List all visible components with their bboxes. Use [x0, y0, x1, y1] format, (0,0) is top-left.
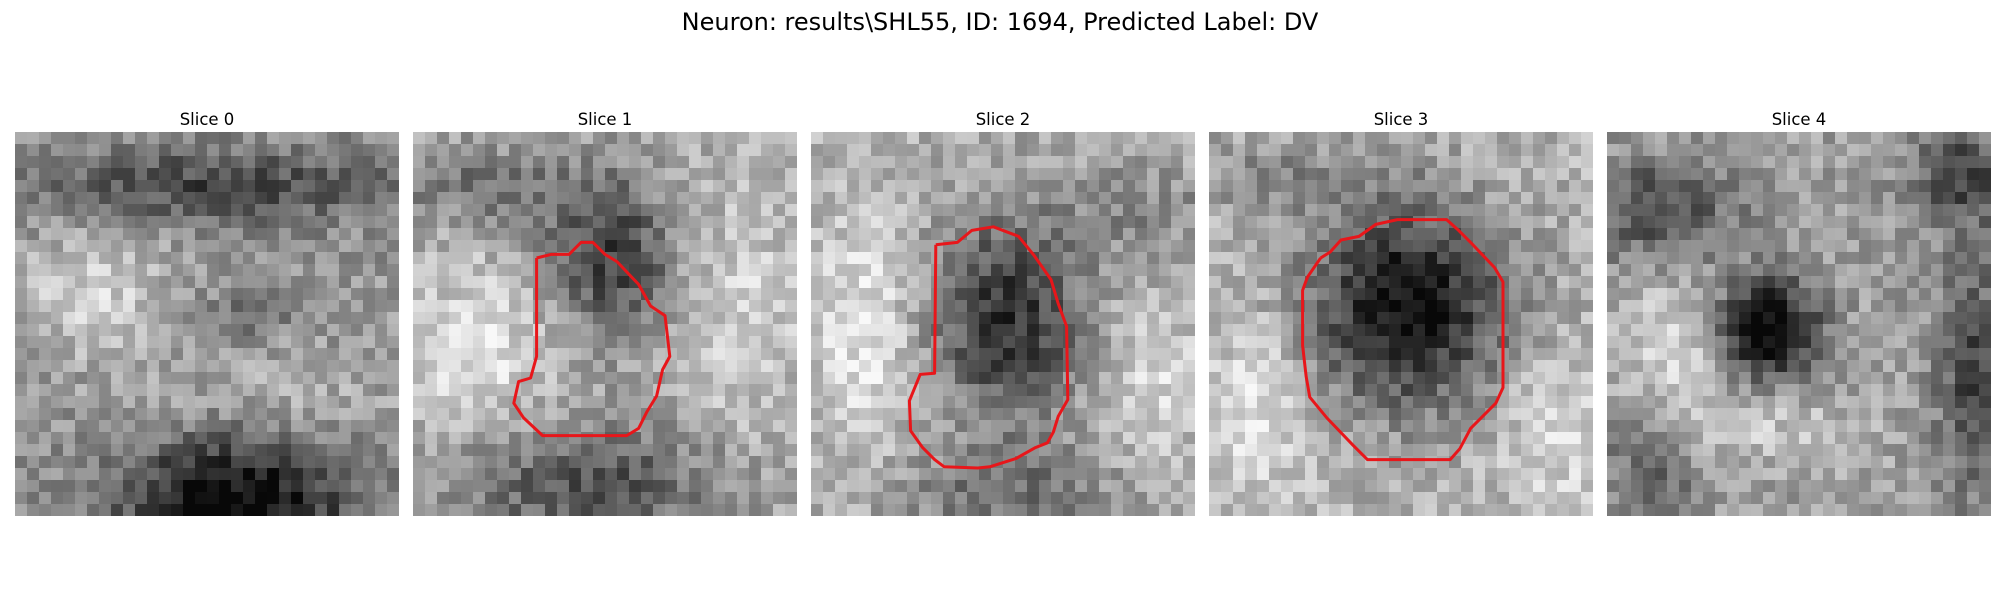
slice-title: Slice 4	[1771, 110, 1827, 129]
figure-title: Neuron: results\SHL55, ID: 1694, Predict…	[681, 8, 1319, 36]
slice-image	[413, 132, 797, 516]
slice-panel-4: Slice 4	[1607, 108, 1991, 516]
roi-contour	[1301, 218, 1505, 462]
grayscale-pixels	[1209, 132, 1593, 516]
slice-panel-1: Slice 1	[413, 108, 797, 516]
slice-image	[1607, 132, 1991, 516]
slice-title: Slice 1	[577, 110, 633, 129]
slice-image	[15, 132, 399, 516]
slice-title: Slice 3	[1373, 110, 1429, 129]
grayscale-pixels	[1607, 132, 1991, 516]
grayscale-pixels	[811, 132, 1195, 516]
slice-title: Slice 0	[179, 110, 235, 129]
slice-image	[1209, 132, 1593, 516]
slice-panel-3: Slice 3	[1209, 108, 1593, 516]
slice-panel-2: Slice 2	[811, 108, 1195, 516]
roi-contour	[512, 240, 672, 438]
slice-image	[811, 132, 1195, 516]
roi-contour	[907, 225, 1070, 470]
slice-title: Slice 2	[975, 110, 1031, 129]
grayscale-pixels	[15, 132, 399, 516]
grayscale-pixels	[413, 132, 797, 516]
slice-panel-0: Slice 0	[15, 108, 399, 516]
